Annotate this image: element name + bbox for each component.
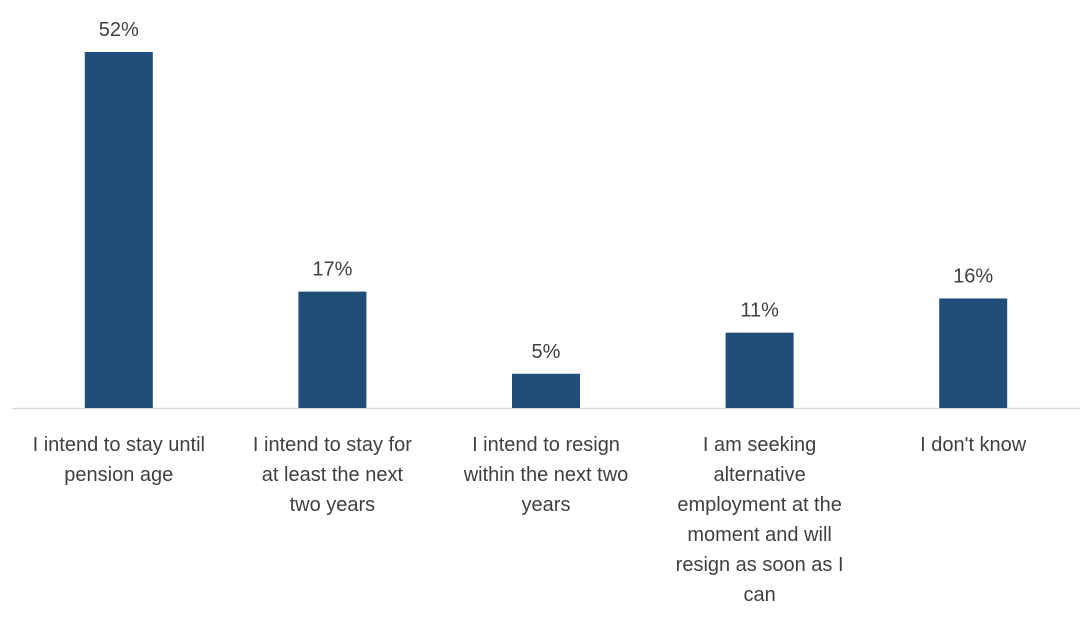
data-label-3: 11% [740, 300, 779, 322]
data-label-4: 16% [953, 265, 993, 287]
bar-3 [725, 332, 794, 408]
bar-0 [84, 52, 153, 408]
data-label-2: 5% [532, 341, 561, 363]
data-label-1: 17% [312, 259, 352, 281]
category-label-0: I intend to stay until pension age [33, 434, 205, 486]
bar-2 [512, 373, 580, 408]
category-label-2: I intend to resign within the next two yea… [463, 434, 629, 516]
category-label-1: I intend to stay for at least the next two… [253, 434, 412, 516]
data-label-0: 52% [99, 19, 139, 41]
category-label-3: I am seeking alternative employment at the… [676, 434, 844, 606]
category-label-4: I don't know [920, 434, 1027, 456]
bar-4 [939, 298, 1008, 408]
bar-1 [298, 291, 367, 408]
